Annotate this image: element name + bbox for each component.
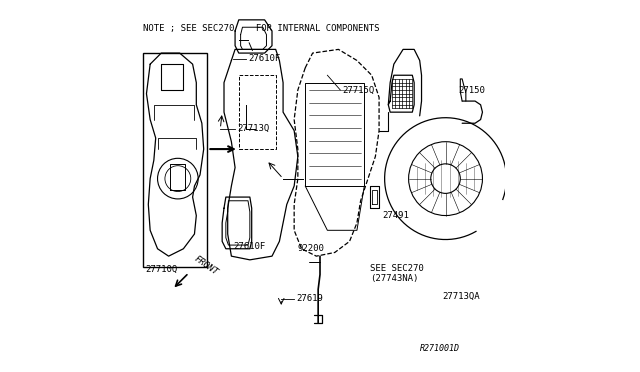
- Text: 27150: 27150: [458, 86, 485, 94]
- Text: 92200: 92200: [298, 244, 324, 253]
- Text: 27715Q: 27715Q: [342, 86, 374, 94]
- Text: NOTE ; SEE SEC270    FOR INTERNAL COMPONENTS: NOTE ; SEE SEC270 FOR INTERNAL COMPONENT…: [143, 23, 380, 32]
- Text: 27619: 27619: [296, 294, 323, 303]
- Text: R271001D: R271001D: [420, 344, 460, 353]
- Text: 27713Q: 27713Q: [237, 124, 269, 133]
- Text: FRONT: FRONT: [193, 254, 220, 277]
- Text: 27713QA: 27713QA: [442, 292, 479, 301]
- Text: 27610F: 27610F: [248, 54, 280, 63]
- Text: 27710Q: 27710Q: [145, 264, 177, 273]
- Bar: [143, 53, 207, 267]
- Text: SEE SEC270
(27743NA): SEE SEC270 (27743NA): [370, 263, 424, 283]
- Text: 27610F: 27610F: [233, 243, 266, 251]
- Text: 27491: 27491: [383, 211, 410, 220]
